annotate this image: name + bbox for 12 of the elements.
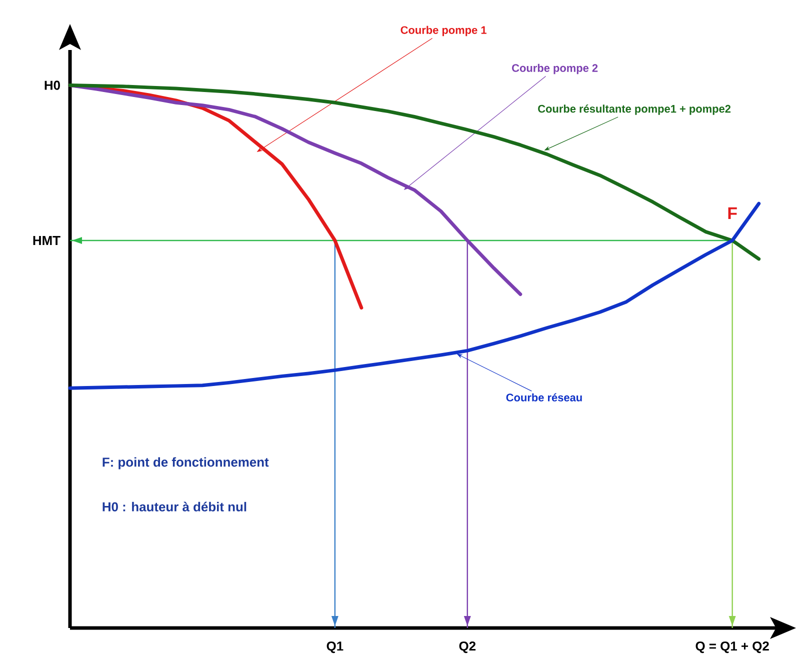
ref-line-label: HMT xyxy=(33,236,60,245)
text: Courbe réseau xyxy=(506,393,582,402)
x-tick-label: Q1 xyxy=(326,641,344,654)
annotation: F xyxy=(728,207,737,220)
x-tick-label: Q = Q1 + Q2 xyxy=(696,641,769,654)
text: Courbe résultante pompe1 + pompe2 xyxy=(538,104,731,115)
text: Courbe pompe 1 xyxy=(400,26,486,36)
annotation: F: point de fonctionnement xyxy=(102,457,269,470)
text: Courbe pompe 2 xyxy=(512,64,598,74)
x-tick-label: Q2 xyxy=(459,641,476,654)
text: H0 xyxy=(44,80,60,90)
annotation: H0 : hauteur à débit nul xyxy=(102,502,246,512)
